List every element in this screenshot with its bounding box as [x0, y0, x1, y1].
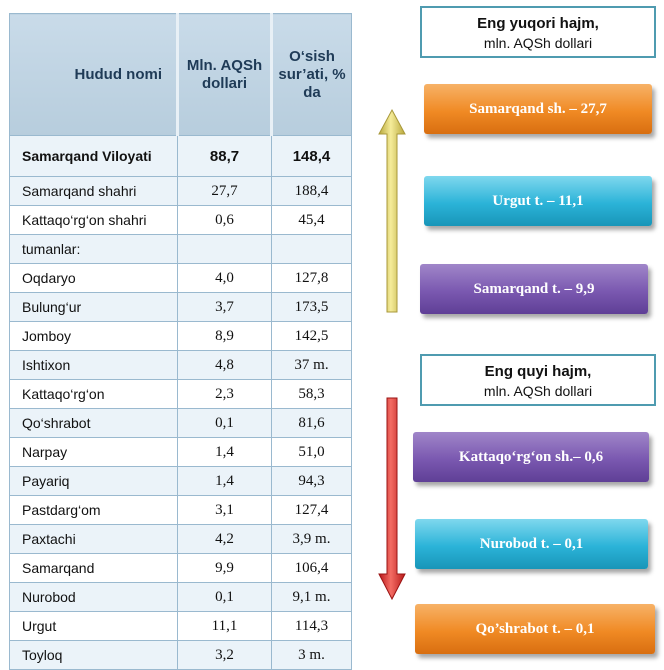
table-row: Paxtachi 4,2 3,9 m. [9, 524, 352, 554]
table-row: Samarqand 9,9 106,4 [9, 553, 352, 583]
region-cell: Bulung‘ur [9, 292, 178, 322]
table-row: Pastdarg‘om 3,1 127,4 [9, 495, 352, 525]
bottom-volume-unit: mln. AQSh dollari [483, 383, 593, 399]
value-cell: 2,3 [177, 379, 272, 409]
region-cell: Kattaqo‘rg‘on shahri [9, 205, 178, 235]
growth-cell: 148,4 [271, 135, 352, 177]
growth-cell: 81,6 [271, 408, 352, 438]
region-cell: Samarqand shahri [9, 176, 178, 206]
region-cell: Kattaqo‘rg‘on [9, 379, 178, 409]
region-cell: Ishtixon [9, 350, 178, 380]
region-cell: Urgut [9, 611, 178, 641]
header-growth: O‘sish sur’ati, % da [270, 13, 352, 136]
table-row: Urgut 11,1 114,3 [9, 611, 352, 641]
down-arrow-icon [378, 397, 406, 601]
table-row: Kattaqo‘rg‘on 2,3 58,3 [9, 379, 352, 409]
growth-cell: 142,5 [271, 321, 352, 351]
table-row: Kattaqo‘rg‘on shahri 0,6 45,4 [9, 205, 352, 235]
value-cell: 0,1 [177, 408, 272, 438]
value-cell: 4,8 [177, 350, 272, 380]
value-cell: 27,7 [177, 176, 272, 206]
growth-cell: 9,1 m. [271, 582, 352, 612]
up-arrow-icon [378, 108, 406, 313]
region-cell: Nurobod [9, 582, 178, 612]
value-cell: 3,1 [177, 495, 272, 525]
top-item-2: Urgut t. – 11,1 [424, 176, 652, 226]
region-cell: Paxtachi [9, 524, 178, 554]
bottom-item-2: Nurobod t. – 0,1 [415, 519, 648, 569]
region-cell: tumanlar: [9, 234, 178, 264]
table-row: Oqdaryo 4,0 127,8 [9, 263, 352, 293]
region-cell: Payariq [9, 466, 178, 496]
header-value: Mln. AQSh dollari [176, 13, 272, 136]
growth-cell: 45,4 [271, 205, 352, 235]
bottom-item-1: Kattaqo‘rg‘on sh.– 0,6 [413, 432, 649, 482]
table-row: Ishtixon 4,8 37 m. [9, 350, 352, 380]
table-row: Toyloq 3,2 3 m. [9, 640, 352, 670]
growth-cell: 106,4 [271, 553, 352, 583]
value-cell: 3,2 [177, 640, 272, 670]
table-row: Nurobod 0,1 9,1 m. [9, 582, 352, 612]
region-cell: Pastdarg‘om [9, 495, 178, 525]
value-cell: 1,4 [177, 437, 272, 467]
value-cell: 0,6 [177, 205, 272, 235]
bottom-volume-title: Eng quyi hajm, [484, 363, 592, 380]
bottom-volume-header: Eng quyi hajm, mln. AQSh dollari [420, 354, 656, 406]
growth-cell: 127,4 [271, 495, 352, 525]
table-row: Samarqand shahri 27,7 188,4 [9, 176, 352, 206]
region-cell: Samarqand [9, 553, 178, 583]
top-volume-unit: mln. AQSh dollari [483, 35, 593, 51]
top-volume-title: Eng yuqori hajm, [477, 15, 599, 32]
table-row: Bulung‘ur 3,7 173,5 [9, 292, 352, 322]
region-cell: Oqdaryo [9, 263, 178, 293]
value-cell: 88,7 [177, 135, 272, 177]
table-row: tumanlar: [9, 234, 352, 264]
value-cell: 9,9 [177, 553, 272, 583]
bottom-item-3: Qo’shrabot t. – 0,1 [415, 604, 655, 654]
growth-cell: 173,5 [271, 292, 352, 322]
table-total-row: Samarqand Viloyati 88,7 148,4 [9, 135, 352, 177]
growth-cell: 127,8 [271, 263, 352, 293]
value-cell: 0,1 [177, 582, 272, 612]
growth-cell: 58,3 [271, 379, 352, 409]
table-row: Payariq 1,4 94,3 [9, 466, 352, 496]
value-cell: 4,2 [177, 524, 272, 554]
growth-cell: 3 m. [271, 640, 352, 670]
top-item-1: Samarqand sh. – 27,7 [424, 84, 652, 134]
region-cell: Narpay [9, 437, 178, 467]
growth-cell: 37 m. [271, 350, 352, 380]
table-row: Jomboy 8,9 142,5 [9, 321, 352, 351]
value-cell: 11,1 [177, 611, 272, 641]
region-cell: Qo‘shrabot [9, 408, 178, 438]
value-cell: 1,4 [177, 466, 272, 496]
value-cell: 8,9 [177, 321, 272, 351]
table-row: Qo‘shrabot 0,1 81,6 [9, 408, 352, 438]
region-cell: Toyloq [9, 640, 178, 670]
growth-cell: 114,3 [271, 611, 352, 641]
table-row: Narpay 1,4 51,0 [9, 437, 352, 467]
header-region: Hudud nomi [9, 13, 178, 136]
growth-cell: 51,0 [271, 437, 352, 467]
value-cell: 4,0 [177, 263, 272, 293]
growth-cell [271, 234, 352, 264]
regions-table: Hudud nomi Mln. AQSh dollari O‘sish sur’… [9, 13, 352, 670]
region-cell: Samarqand Viloyati [9, 135, 178, 177]
value-cell [177, 234, 272, 264]
top-item-3: Samarqand t. – 9,9 [420, 264, 648, 314]
growth-cell: 3,9 m. [271, 524, 352, 554]
region-cell: Jomboy [9, 321, 178, 351]
growth-cell: 94,3 [271, 466, 352, 496]
growth-cell: 188,4 [271, 176, 352, 206]
table-header-row: Hudud nomi Mln. AQSh dollari O‘sish sur’… [9, 13, 352, 136]
value-cell: 3,7 [177, 292, 272, 322]
top-volume-header: Eng yuqori hajm, mln. AQSh dollari [420, 6, 656, 58]
